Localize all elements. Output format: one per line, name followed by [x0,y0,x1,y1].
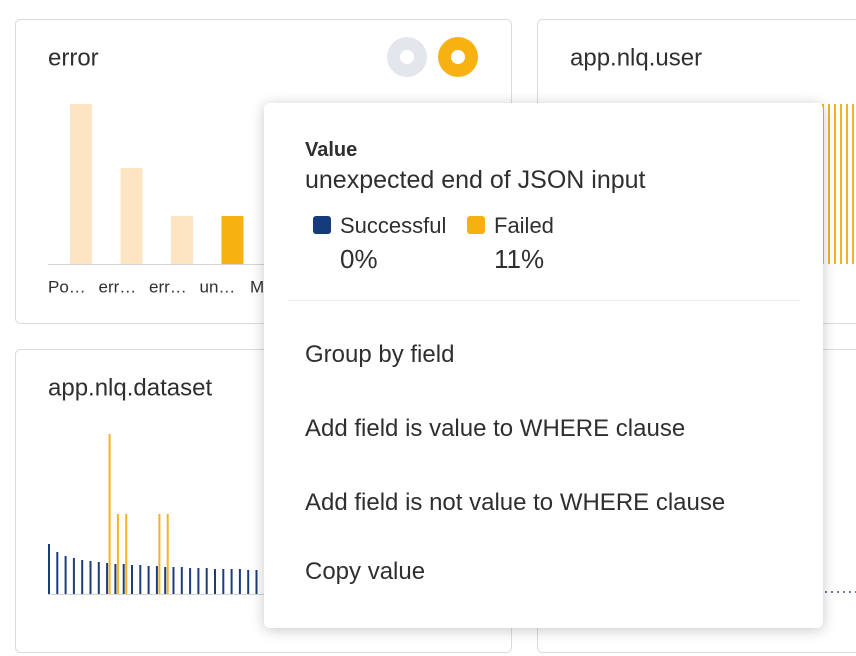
value-text: unexpected end of JSON input [305,166,646,194]
bar [171,216,193,264]
menu-item[interactable]: Copy value [305,558,426,585]
context-menu: Value unexpected end of JSON input Succe… [264,103,823,628]
divider [288,300,800,301]
legend-name: Failed [494,213,554,238]
x-tick-label: M [250,277,264,296]
panel-title: error [48,44,99,71]
legend-share: 0% [340,244,378,274]
legend-swatch [467,216,485,234]
legend-share: 11% [494,244,545,274]
x-tick-label: err… [149,277,187,296]
user-bars [822,104,854,264]
x-tick-label: Po… [48,277,86,296]
bar [70,104,92,264]
x-tick-label: un… [200,277,236,296]
menu-item[interactable]: Add field is value to WHERE clause [305,415,686,442]
bar [221,216,244,264]
panel-title: app.nlq.dataset [48,374,212,401]
x-tick-label: err… [99,277,137,296]
legend-swatch [313,216,331,234]
menu-item[interactable]: Group by field [305,341,455,368]
bar [120,168,143,264]
legend-name: Successful [340,213,447,238]
panel-title: app.nlq.user [570,44,702,71]
value-label: Value [305,139,358,161]
toggle-dot [400,50,414,64]
toggle-dot [451,50,465,64]
menu-item[interactable]: Add field is not value to WHERE clause [305,489,726,516]
